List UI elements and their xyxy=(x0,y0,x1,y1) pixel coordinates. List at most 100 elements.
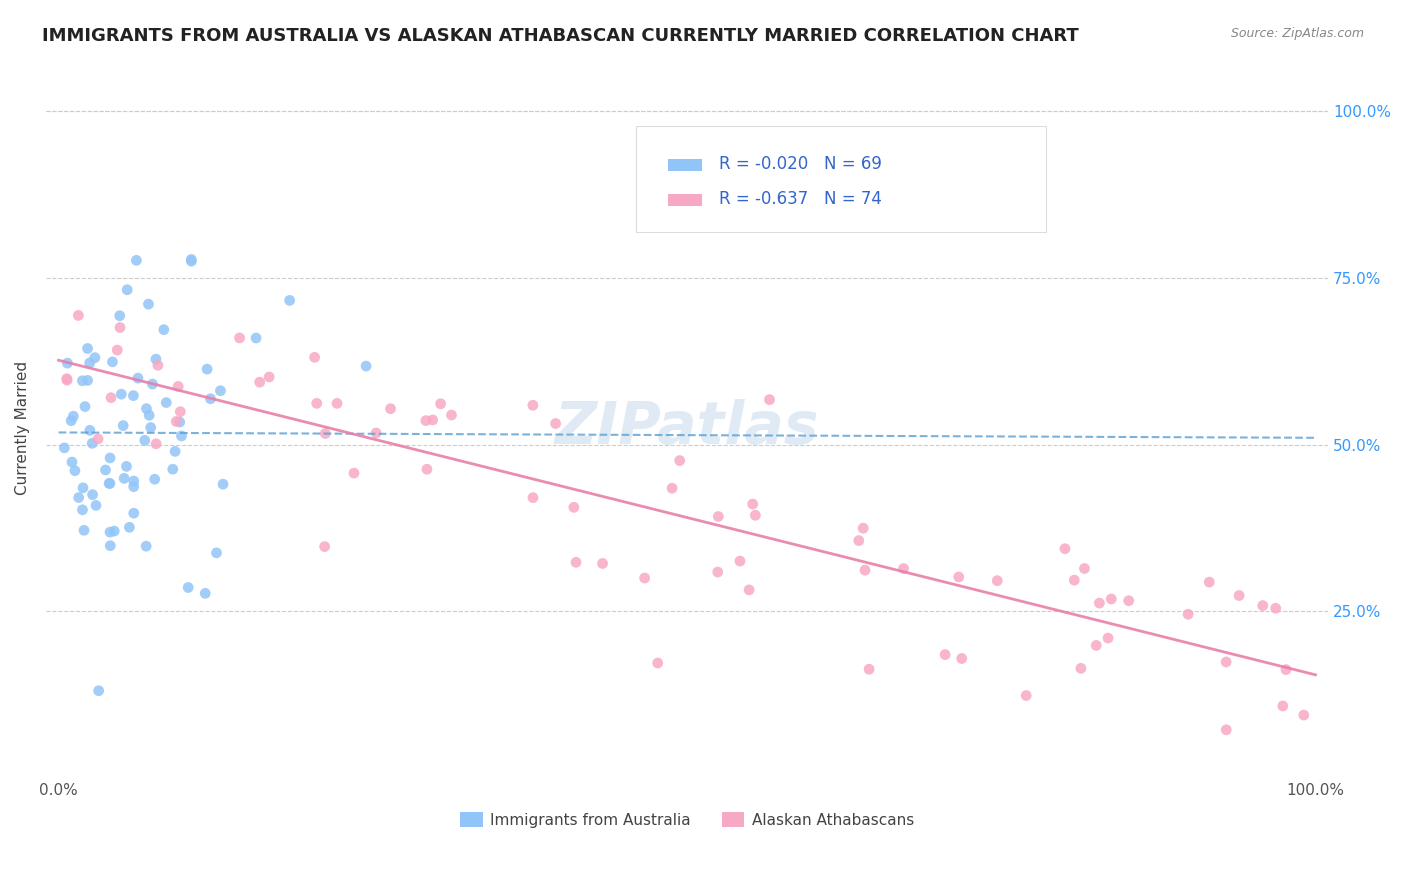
Point xyxy=(73,524,96,538)
Point xyxy=(79,356,101,370)
FancyBboxPatch shape xyxy=(668,159,703,171)
Point xyxy=(170,429,193,443)
Point xyxy=(948,570,970,584)
Point xyxy=(1251,599,1274,613)
FancyBboxPatch shape xyxy=(668,194,703,206)
Point xyxy=(1099,592,1122,607)
Point xyxy=(122,506,145,520)
Point xyxy=(647,656,669,670)
Point xyxy=(416,462,439,476)
Point xyxy=(180,252,202,267)
Point xyxy=(177,581,200,595)
Point xyxy=(304,351,326,365)
Point xyxy=(72,374,94,388)
Point xyxy=(82,488,104,502)
Point xyxy=(115,459,138,474)
Point xyxy=(62,409,84,424)
Point xyxy=(143,472,166,486)
Point xyxy=(162,462,184,476)
Point xyxy=(200,392,222,406)
Point xyxy=(103,524,125,538)
Point xyxy=(115,283,138,297)
Point xyxy=(98,476,121,491)
Point xyxy=(1073,561,1095,575)
Point xyxy=(125,253,148,268)
Point xyxy=(314,426,336,441)
Point xyxy=(278,293,301,308)
Point xyxy=(153,323,176,337)
Point xyxy=(205,546,228,560)
Point xyxy=(169,404,191,418)
Point xyxy=(73,400,96,414)
Point xyxy=(380,401,402,416)
Point xyxy=(60,414,83,428)
Point xyxy=(122,474,145,488)
Point xyxy=(98,450,121,465)
Point xyxy=(741,497,763,511)
Point xyxy=(155,395,177,409)
Point xyxy=(986,574,1008,588)
Point xyxy=(853,563,876,577)
Point xyxy=(522,491,544,505)
Point xyxy=(53,441,76,455)
Text: ZIPatlas: ZIPatlas xyxy=(555,400,820,457)
Point xyxy=(1015,689,1038,703)
Point xyxy=(101,355,124,369)
Point xyxy=(728,554,751,568)
Point xyxy=(67,309,90,323)
Point xyxy=(758,392,780,407)
Point xyxy=(100,391,122,405)
Point xyxy=(98,525,121,540)
Point xyxy=(82,436,104,450)
Point xyxy=(354,359,377,373)
Point xyxy=(440,408,463,422)
Point xyxy=(139,420,162,434)
Point xyxy=(1118,593,1140,607)
Point xyxy=(326,396,349,410)
Point xyxy=(67,491,90,505)
Point xyxy=(79,423,101,437)
Point xyxy=(180,254,202,268)
Point xyxy=(146,359,169,373)
Point xyxy=(1264,601,1286,615)
Point xyxy=(1215,723,1237,737)
Point xyxy=(72,502,94,516)
Point xyxy=(661,481,683,495)
Point xyxy=(422,413,444,427)
Point xyxy=(110,387,132,401)
Point xyxy=(707,509,730,524)
Point xyxy=(257,370,280,384)
Point xyxy=(165,444,187,458)
Point xyxy=(1292,708,1315,723)
Point xyxy=(141,377,163,392)
Point xyxy=(83,351,105,365)
Point xyxy=(1215,655,1237,669)
Point xyxy=(544,417,567,431)
Point xyxy=(565,555,588,569)
Point xyxy=(228,331,250,345)
Point xyxy=(87,432,110,446)
Point xyxy=(138,409,160,423)
Point xyxy=(1177,607,1199,622)
Point xyxy=(105,343,128,357)
Point xyxy=(522,398,544,412)
Point xyxy=(56,373,79,387)
Text: R = -0.020   N = 69: R = -0.020 N = 69 xyxy=(718,154,882,173)
Point xyxy=(108,320,131,334)
Point xyxy=(858,662,880,676)
Point xyxy=(562,500,585,515)
Point xyxy=(1275,663,1298,677)
Point xyxy=(167,379,190,393)
Point xyxy=(848,533,870,548)
Point xyxy=(249,375,271,389)
Point xyxy=(165,414,187,428)
Point xyxy=(212,477,235,491)
Point xyxy=(194,586,217,600)
Point xyxy=(366,425,388,440)
Text: R = -0.637   N = 74: R = -0.637 N = 74 xyxy=(718,190,882,208)
Point xyxy=(127,371,149,385)
Point xyxy=(145,352,167,367)
Point xyxy=(1085,639,1108,653)
Point xyxy=(852,521,875,535)
Point xyxy=(98,476,121,491)
